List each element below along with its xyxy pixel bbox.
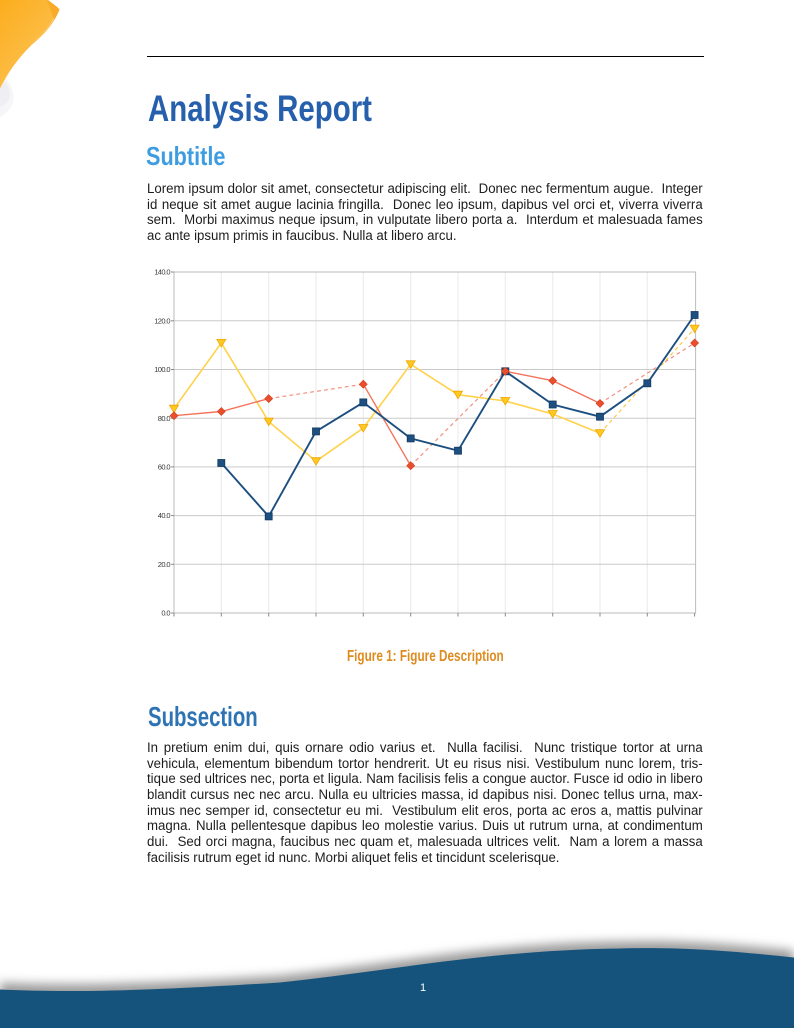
svg-text:100.0: 100.0	[154, 365, 170, 374]
svg-text:40.0: 40.0	[158, 511, 171, 520]
svg-text:0.0: 0.0	[161, 609, 170, 618]
svg-text:1: 1	[420, 982, 426, 994]
svg-text:120.0: 120.0	[154, 316, 170, 325]
svg-text:60.0: 60.0	[158, 463, 171, 472]
svg-text:80.0: 80.0	[158, 414, 171, 423]
svg-text:20.0: 20.0	[158, 560, 171, 569]
svg-text:140.0: 140.0	[154, 268, 170, 277]
